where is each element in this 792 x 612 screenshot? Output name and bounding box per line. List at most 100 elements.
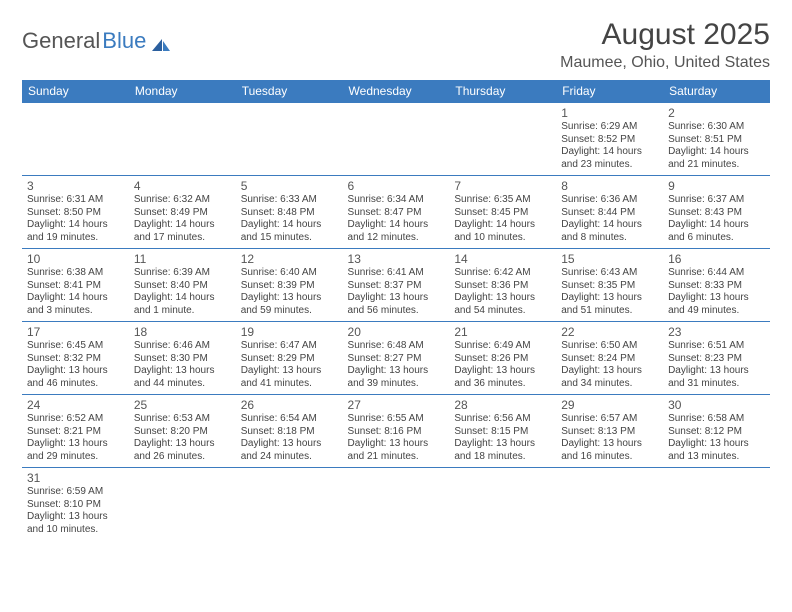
day-info: Sunrise: 6:37 AMSunset: 8:43 PMDaylight:… [668, 194, 765, 244]
day-number: 7 [454, 179, 551, 193]
calendar-cell: 14Sunrise: 6:42 AMSunset: 8:36 PMDayligh… [449, 249, 556, 322]
calendar-cell: 11Sunrise: 6:39 AMSunset: 8:40 PMDayligh… [129, 249, 236, 322]
calendar-cell: 21Sunrise: 6:49 AMSunset: 8:26 PMDayligh… [449, 322, 556, 395]
day-number: 4 [134, 179, 231, 193]
day-info: Sunrise: 6:45 AMSunset: 8:32 PMDaylight:… [27, 340, 124, 390]
calendar-cell: 13Sunrise: 6:41 AMSunset: 8:37 PMDayligh… [343, 249, 450, 322]
day-number: 29 [561, 398, 658, 412]
calendar-cell: 12Sunrise: 6:40 AMSunset: 8:39 PMDayligh… [236, 249, 343, 322]
header: GeneralBlue August 2025 Maumee, Ohio, Un… [22, 18, 770, 72]
calendar-week: 31Sunrise: 6:59 AMSunset: 8:10 PMDayligh… [22, 468, 770, 541]
day-info: Sunrise: 6:40 AMSunset: 8:39 PMDaylight:… [241, 267, 338, 317]
calendar-week: 24Sunrise: 6:52 AMSunset: 8:21 PMDayligh… [22, 395, 770, 468]
calendar-cell: 3Sunrise: 6:31 AMSunset: 8:50 PMDaylight… [22, 176, 129, 249]
day-number: 23 [668, 325, 765, 339]
calendar-cell: 8Sunrise: 6:36 AMSunset: 8:44 PMDaylight… [556, 176, 663, 249]
day-number: 18 [134, 325, 231, 339]
calendar-week: 1Sunrise: 6:29 AMSunset: 8:52 PMDaylight… [22, 103, 770, 176]
calendar-table: SundayMondayTuesdayWednesdayThursdayFrid… [22, 80, 770, 540]
calendar-cell: 6Sunrise: 6:34 AMSunset: 8:47 PMDaylight… [343, 176, 450, 249]
sail-icon [150, 33, 172, 49]
calendar-cell: 27Sunrise: 6:55 AMSunset: 8:16 PMDayligh… [343, 395, 450, 468]
day-number: 5 [241, 179, 338, 193]
day-number: 26 [241, 398, 338, 412]
day-header: Saturday [663, 80, 770, 103]
day-number: 10 [27, 252, 124, 266]
day-info: Sunrise: 6:42 AMSunset: 8:36 PMDaylight:… [454, 267, 551, 317]
calendar-cell: 7Sunrise: 6:35 AMSunset: 8:45 PMDaylight… [449, 176, 556, 249]
day-number: 27 [348, 398, 445, 412]
day-info: Sunrise: 6:56 AMSunset: 8:15 PMDaylight:… [454, 413, 551, 463]
calendar-cell [129, 468, 236, 541]
day-number: 11 [134, 252, 231, 266]
day-info: Sunrise: 6:50 AMSunset: 8:24 PMDaylight:… [561, 340, 658, 390]
calendar-cell [449, 103, 556, 176]
day-header: Sunday [22, 80, 129, 103]
day-info: Sunrise: 6:51 AMSunset: 8:23 PMDaylight:… [668, 340, 765, 390]
day-info: Sunrise: 6:48 AMSunset: 8:27 PMDaylight:… [348, 340, 445, 390]
calendar-cell [236, 103, 343, 176]
calendar-cell: 22Sunrise: 6:50 AMSunset: 8:24 PMDayligh… [556, 322, 663, 395]
calendar-cell: 4Sunrise: 6:32 AMSunset: 8:49 PMDaylight… [129, 176, 236, 249]
day-info: Sunrise: 6:41 AMSunset: 8:37 PMDaylight:… [348, 267, 445, 317]
day-info: Sunrise: 6:34 AMSunset: 8:47 PMDaylight:… [348, 194, 445, 244]
calendar-week: 10Sunrise: 6:38 AMSunset: 8:41 PMDayligh… [22, 249, 770, 322]
day-info: Sunrise: 6:53 AMSunset: 8:20 PMDaylight:… [134, 413, 231, 463]
title-block: August 2025 Maumee, Ohio, United States [560, 18, 770, 72]
calendar-cell: 2Sunrise: 6:30 AMSunset: 8:51 PMDaylight… [663, 103, 770, 176]
day-info: Sunrise: 6:32 AMSunset: 8:49 PMDaylight:… [134, 194, 231, 244]
day-number: 17 [27, 325, 124, 339]
day-number: 20 [348, 325, 445, 339]
calendar-cell: 19Sunrise: 6:47 AMSunset: 8:29 PMDayligh… [236, 322, 343, 395]
day-info: Sunrise: 6:49 AMSunset: 8:26 PMDaylight:… [454, 340, 551, 390]
day-info: Sunrise: 6:54 AMSunset: 8:18 PMDaylight:… [241, 413, 338, 463]
calendar-cell: 18Sunrise: 6:46 AMSunset: 8:30 PMDayligh… [129, 322, 236, 395]
day-header: Friday [556, 80, 663, 103]
calendar-page: GeneralBlue August 2025 Maumee, Ohio, Un… [0, 0, 792, 558]
calendar-week: 17Sunrise: 6:45 AMSunset: 8:32 PMDayligh… [22, 322, 770, 395]
calendar-cell: 28Sunrise: 6:56 AMSunset: 8:15 PMDayligh… [449, 395, 556, 468]
day-number: 19 [241, 325, 338, 339]
calendar-cell [556, 468, 663, 541]
calendar-cell: 24Sunrise: 6:52 AMSunset: 8:21 PMDayligh… [22, 395, 129, 468]
day-header: Monday [129, 80, 236, 103]
calendar-cell: 16Sunrise: 6:44 AMSunset: 8:33 PMDayligh… [663, 249, 770, 322]
day-info: Sunrise: 6:30 AMSunset: 8:51 PMDaylight:… [668, 121, 765, 171]
calendar-cell: 26Sunrise: 6:54 AMSunset: 8:18 PMDayligh… [236, 395, 343, 468]
day-number: 9 [668, 179, 765, 193]
day-number: 12 [241, 252, 338, 266]
day-number: 14 [454, 252, 551, 266]
calendar-cell [343, 103, 450, 176]
calendar-cell [129, 103, 236, 176]
calendar-cell: 25Sunrise: 6:53 AMSunset: 8:20 PMDayligh… [129, 395, 236, 468]
day-info: Sunrise: 6:59 AMSunset: 8:10 PMDaylight:… [27, 486, 124, 536]
location: Maumee, Ohio, United States [560, 54, 770, 72]
day-info: Sunrise: 6:55 AMSunset: 8:16 PMDaylight:… [348, 413, 445, 463]
day-info: Sunrise: 6:57 AMSunset: 8:13 PMDaylight:… [561, 413, 658, 463]
day-number: 13 [348, 252, 445, 266]
day-header: Thursday [449, 80, 556, 103]
calendar-cell: 1Sunrise: 6:29 AMSunset: 8:52 PMDaylight… [556, 103, 663, 176]
calendar-cell: 17Sunrise: 6:45 AMSunset: 8:32 PMDayligh… [22, 322, 129, 395]
day-info: Sunrise: 6:35 AMSunset: 8:45 PMDaylight:… [454, 194, 551, 244]
day-info: Sunrise: 6:33 AMSunset: 8:48 PMDaylight:… [241, 194, 338, 244]
calendar-cell: 9Sunrise: 6:37 AMSunset: 8:43 PMDaylight… [663, 176, 770, 249]
calendar-cell: 10Sunrise: 6:38 AMSunset: 8:41 PMDayligh… [22, 249, 129, 322]
day-number: 24 [27, 398, 124, 412]
calendar-cell: 15Sunrise: 6:43 AMSunset: 8:35 PMDayligh… [556, 249, 663, 322]
day-info: Sunrise: 6:47 AMSunset: 8:29 PMDaylight:… [241, 340, 338, 390]
logo: GeneralBlue [22, 18, 172, 54]
day-number: 31 [27, 471, 124, 485]
day-info: Sunrise: 6:52 AMSunset: 8:21 PMDaylight:… [27, 413, 124, 463]
day-number: 21 [454, 325, 551, 339]
day-number: 15 [561, 252, 658, 266]
logo-text-1: General [22, 28, 100, 54]
day-info: Sunrise: 6:39 AMSunset: 8:40 PMDaylight:… [134, 267, 231, 317]
calendar-body: 1Sunrise: 6:29 AMSunset: 8:52 PMDaylight… [22, 103, 770, 541]
day-number: 6 [348, 179, 445, 193]
day-number: 3 [27, 179, 124, 193]
calendar-cell: 30Sunrise: 6:58 AMSunset: 8:12 PMDayligh… [663, 395, 770, 468]
day-header-row: SundayMondayTuesdayWednesdayThursdayFrid… [22, 80, 770, 103]
day-header: Tuesday [236, 80, 343, 103]
day-number: 2 [668, 106, 765, 120]
